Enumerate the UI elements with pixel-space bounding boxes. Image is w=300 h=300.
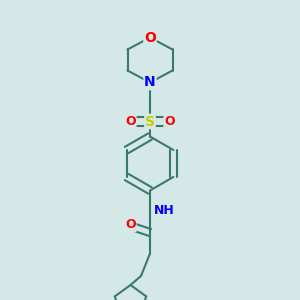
Text: N: N: [144, 76, 156, 89]
Text: O: O: [144, 31, 156, 44]
Text: O: O: [125, 115, 136, 128]
Text: NH: NH: [154, 203, 174, 217]
Text: O: O: [125, 218, 136, 232]
Text: O: O: [164, 115, 175, 128]
Text: S: S: [145, 115, 155, 128]
